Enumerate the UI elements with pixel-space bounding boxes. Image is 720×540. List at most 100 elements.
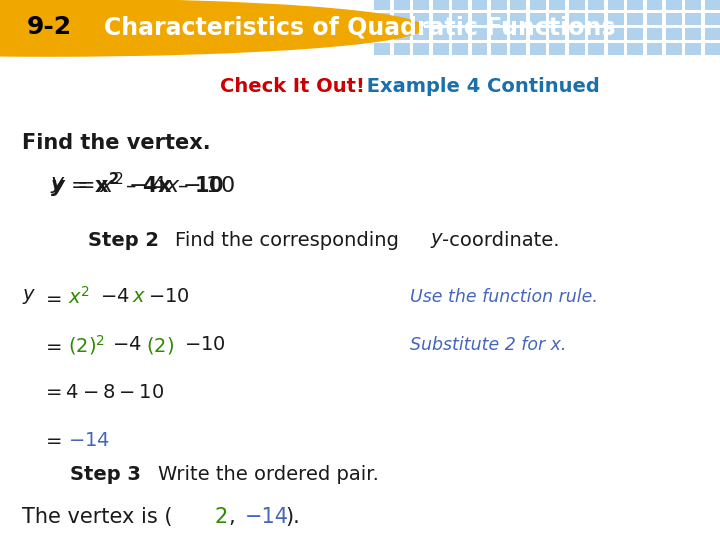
FancyBboxPatch shape	[608, 43, 624, 55]
FancyBboxPatch shape	[685, 28, 701, 40]
FancyBboxPatch shape	[491, 0, 507, 10]
FancyBboxPatch shape	[627, 13, 643, 25]
FancyBboxPatch shape	[666, 43, 682, 55]
Text: Step 2: Step 2	[88, 231, 159, 249]
Text: −14: −14	[245, 507, 289, 527]
FancyBboxPatch shape	[394, 0, 410, 10]
FancyBboxPatch shape	[588, 0, 604, 10]
FancyBboxPatch shape	[472, 28, 487, 40]
FancyBboxPatch shape	[472, 0, 487, 10]
FancyBboxPatch shape	[433, 43, 449, 55]
FancyBboxPatch shape	[647, 13, 662, 25]
FancyBboxPatch shape	[413, 43, 429, 55]
FancyBboxPatch shape	[588, 43, 604, 55]
FancyBboxPatch shape	[569, 28, 585, 40]
FancyBboxPatch shape	[491, 13, 507, 25]
Text: ,: ,	[228, 507, 235, 527]
Text: Check It Out!: Check It Out!	[220, 78, 365, 97]
FancyBboxPatch shape	[413, 28, 429, 40]
FancyBboxPatch shape	[569, 0, 585, 10]
FancyBboxPatch shape	[530, 28, 546, 40]
Text: 9-2: 9-2	[27, 16, 71, 39]
Text: Characteristics of Quadratic Functions: Characteristics of Quadratic Functions	[104, 16, 616, 39]
FancyBboxPatch shape	[530, 43, 546, 55]
FancyBboxPatch shape	[685, 43, 701, 55]
FancyBboxPatch shape	[705, 43, 720, 55]
Text: $-14$: $-14$	[68, 430, 110, 449]
FancyBboxPatch shape	[452, 43, 468, 55]
FancyBboxPatch shape	[510, 0, 526, 10]
Text: Holt Algebra 1: Holt Algebra 1	[14, 514, 127, 528]
FancyBboxPatch shape	[666, 28, 682, 40]
Text: Write the ordered pair.: Write the ordered pair.	[158, 465, 379, 484]
FancyBboxPatch shape	[647, 0, 662, 10]
FancyBboxPatch shape	[510, 28, 526, 40]
Text: ).: ).	[285, 507, 300, 527]
FancyBboxPatch shape	[608, 13, 624, 25]
Text: $(2)^2$: $(2)^2$	[68, 333, 105, 357]
Text: -coordinate.: -coordinate.	[442, 231, 559, 249]
FancyBboxPatch shape	[608, 0, 624, 10]
Circle shape	[0, 0, 423, 56]
Text: Example 4 Continued: Example 4 Continued	[360, 78, 600, 97]
Text: Find the vertex.: Find the vertex.	[22, 133, 211, 153]
FancyBboxPatch shape	[452, 0, 468, 10]
FancyBboxPatch shape	[472, 13, 487, 25]
FancyBboxPatch shape	[374, 13, 390, 25]
FancyBboxPatch shape	[374, 28, 390, 40]
Text: $- 10$: $- 10$	[184, 335, 225, 354]
Text: $- 4$: $- 4$	[112, 335, 142, 354]
FancyBboxPatch shape	[705, 0, 720, 10]
FancyBboxPatch shape	[472, 43, 487, 55]
FancyBboxPatch shape	[452, 13, 468, 25]
FancyBboxPatch shape	[433, 28, 449, 40]
Text: $y$: $y$	[50, 175, 66, 195]
FancyBboxPatch shape	[530, 13, 546, 25]
FancyBboxPatch shape	[433, 0, 449, 10]
Text: Use the function rule.: Use the function rule.	[410, 288, 598, 306]
Text: Copyright © by Holt, Rinehart and Winston. All Rights Reserved.: Copyright © by Holt, Rinehart and Winsto…	[370, 516, 706, 526]
Text: $=$: $=$	[42, 335, 62, 354]
Text: $y$: $y$	[430, 231, 444, 249]
FancyBboxPatch shape	[569, 13, 585, 25]
Text: $x$: $x$	[132, 287, 146, 307]
FancyBboxPatch shape	[549, 0, 565, 10]
FancyBboxPatch shape	[627, 28, 643, 40]
FancyBboxPatch shape	[569, 43, 585, 55]
FancyBboxPatch shape	[394, 28, 410, 40]
Text: $= 4 - 8 - 10$: $= 4 - 8 - 10$	[42, 383, 164, 402]
FancyBboxPatch shape	[666, 0, 682, 10]
FancyBboxPatch shape	[433, 13, 449, 25]
Text: Substitute 2 for x.: Substitute 2 for x.	[410, 336, 567, 354]
FancyBboxPatch shape	[549, 28, 565, 40]
FancyBboxPatch shape	[588, 28, 604, 40]
FancyBboxPatch shape	[510, 43, 526, 55]
FancyBboxPatch shape	[491, 28, 507, 40]
Text: $(2)$: $(2)$	[146, 334, 174, 355]
FancyBboxPatch shape	[491, 43, 507, 55]
Text: $= x^2 - 4x - 10$: $= x^2 - 4x - 10$	[72, 172, 235, 198]
FancyBboxPatch shape	[685, 0, 701, 10]
FancyBboxPatch shape	[510, 13, 526, 25]
FancyBboxPatch shape	[374, 43, 390, 55]
FancyBboxPatch shape	[666, 13, 682, 25]
FancyBboxPatch shape	[647, 43, 662, 55]
FancyBboxPatch shape	[647, 28, 662, 40]
Text: $x^2$: $x^2$	[68, 286, 90, 308]
FancyBboxPatch shape	[374, 0, 390, 10]
Text: $=$: $=$	[42, 430, 62, 449]
FancyBboxPatch shape	[549, 43, 565, 55]
FancyBboxPatch shape	[588, 13, 604, 25]
FancyBboxPatch shape	[394, 43, 410, 55]
Text: 2: 2	[215, 507, 228, 527]
FancyBboxPatch shape	[685, 13, 701, 25]
FancyBboxPatch shape	[413, 0, 429, 10]
Text: Step 3: Step 3	[70, 465, 141, 484]
Text: $- 4$: $- 4$	[100, 287, 130, 307]
FancyBboxPatch shape	[705, 13, 720, 25]
FancyBboxPatch shape	[394, 13, 410, 25]
Text: $=$: $=$	[42, 287, 62, 307]
FancyBboxPatch shape	[608, 28, 624, 40]
FancyBboxPatch shape	[627, 0, 643, 10]
FancyBboxPatch shape	[530, 0, 546, 10]
